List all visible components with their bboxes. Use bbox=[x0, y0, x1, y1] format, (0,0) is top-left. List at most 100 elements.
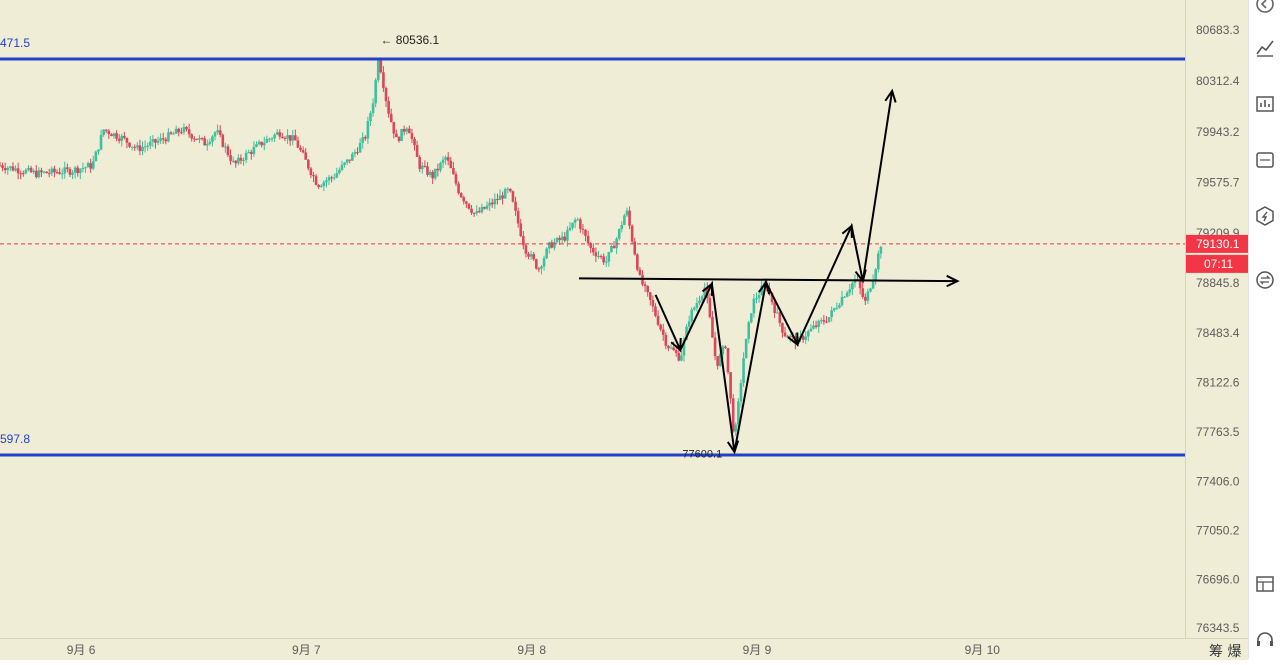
candle-body bbox=[814, 325, 818, 327]
candle-body bbox=[700, 296, 704, 301]
candle-body bbox=[187, 129, 191, 135]
candle-body bbox=[151, 139, 155, 142]
candle-body bbox=[361, 137, 365, 144]
candle-body bbox=[501, 195, 504, 199]
candle-body bbox=[408, 128, 411, 134]
candle-body bbox=[781, 322, 784, 333]
candle-body bbox=[752, 298, 756, 314]
y-tick-label: 77763.5 bbox=[1196, 425, 1240, 439]
candle-body bbox=[138, 145, 142, 152]
indicator-icon[interactable] bbox=[1255, 94, 1275, 114]
candle-body bbox=[428, 171, 432, 175]
trend-line-icon[interactable] bbox=[1255, 38, 1275, 58]
candle-body bbox=[876, 253, 880, 270]
candle-body bbox=[91, 161, 95, 169]
x-tick-label: 9月 7 bbox=[292, 643, 321, 657]
footer-corner-text: 筹 爆 bbox=[1209, 644, 1242, 660]
candle-body bbox=[760, 285, 763, 295]
candle-body bbox=[356, 152, 359, 154]
candle-body bbox=[332, 177, 336, 179]
candle-body bbox=[237, 157, 240, 164]
arrow-head bbox=[787, 332, 799, 347]
candle-body bbox=[270, 138, 274, 140]
candle-body bbox=[788, 335, 792, 338]
candle-body bbox=[180, 132, 183, 134]
candle-body bbox=[687, 321, 691, 327]
candle-body bbox=[731, 398, 735, 432]
candle-body bbox=[560, 236, 564, 241]
candle-body bbox=[827, 317, 831, 322]
candle-body bbox=[208, 141, 212, 144]
candle-body bbox=[50, 168, 54, 174]
candle-body bbox=[125, 137, 129, 143]
settings-hex-icon[interactable] bbox=[1255, 206, 1275, 226]
candle-body bbox=[822, 320, 826, 322]
candle-body bbox=[11, 166, 15, 171]
candle-body bbox=[314, 176, 318, 185]
x-tick-label: 9月 10 bbox=[965, 643, 1001, 657]
candle-body bbox=[55, 172, 59, 174]
candle-body bbox=[110, 134, 113, 137]
candle-body bbox=[566, 230, 569, 241]
candle-body bbox=[301, 150, 305, 153]
countdown-tag bbox=[1186, 254, 1249, 273]
candle-body bbox=[591, 247, 595, 253]
candle-body bbox=[747, 322, 751, 339]
exchange-icon[interactable] bbox=[1255, 270, 1275, 290]
x-tick-label: 9月 6 bbox=[67, 643, 96, 657]
candle-body bbox=[99, 135, 103, 150]
price-axis[interactable]: 80683.3 80312.4 79943.2 79575.7 79209.9 78845… bbox=[1185, 0, 1249, 638]
candle-body bbox=[154, 139, 157, 143]
candle-body bbox=[444, 157, 447, 160]
candle-body bbox=[286, 135, 289, 139]
candle-body bbox=[693, 307, 696, 310]
candle-body bbox=[40, 170, 43, 173]
candle-body bbox=[493, 199, 497, 205]
time-axis[interactable]: 9月 6 9月 7 9月 8 9月 9 9月 10 bbox=[0, 638, 1248, 660]
y-tick-label: 76343.5 bbox=[1196, 621, 1240, 635]
candle-body bbox=[128, 142, 131, 147]
layout-icon[interactable] bbox=[1255, 574, 1275, 594]
candle-body bbox=[439, 162, 442, 171]
candle-body bbox=[37, 170, 41, 178]
pattern-arrow bbox=[654, 88, 897, 455]
candle-body bbox=[851, 283, 854, 290]
etf-icon[interactable] bbox=[1255, 150, 1275, 170]
candle-body bbox=[167, 132, 170, 142]
candle-body bbox=[19, 173, 23, 175]
candle-body bbox=[376, 60, 380, 81]
candle-body bbox=[117, 138, 121, 141]
candle-body bbox=[34, 170, 38, 178]
candle-body bbox=[586, 235, 590, 244]
candle-body bbox=[252, 146, 256, 154]
candle-body bbox=[571, 222, 574, 228]
candle-body bbox=[143, 146, 147, 148]
y-tick-label: 79575.7 bbox=[1196, 175, 1240, 189]
candle-body bbox=[843, 296, 846, 298]
candle-body bbox=[384, 88, 388, 102]
candle-body bbox=[278, 132, 282, 137]
price-chart-svg[interactable]: 471.5 597.8 ← 80536.1 77600.1 bbox=[0, 0, 1185, 638]
candle-body bbox=[226, 146, 230, 156]
candle-body bbox=[667, 345, 670, 349]
candle-body bbox=[659, 324, 662, 330]
candle-body bbox=[182, 127, 186, 133]
headset-icon[interactable] bbox=[1255, 630, 1275, 650]
candle-body bbox=[840, 296, 844, 306]
candle-body bbox=[573, 219, 577, 223]
candle-body bbox=[418, 156, 422, 169]
candle-body bbox=[141, 146, 144, 152]
chart-plot-area[interactable]: 471.5 597.8 ← 80536.1 77600.1 bbox=[0, 0, 1185, 638]
candle-body bbox=[672, 347, 675, 351]
candle-body bbox=[299, 147, 302, 151]
candle-body bbox=[775, 312, 779, 314]
candle-body bbox=[335, 173, 339, 178]
candle-body bbox=[506, 188, 510, 190]
candle-body bbox=[817, 320, 820, 327]
candle-body bbox=[257, 141, 261, 145]
candle-body bbox=[654, 306, 657, 316]
candle-body bbox=[695, 303, 699, 308]
back-icon[interactable] bbox=[1255, 0, 1275, 14]
candle-body bbox=[410, 133, 414, 139]
candle-body bbox=[273, 134, 276, 139]
